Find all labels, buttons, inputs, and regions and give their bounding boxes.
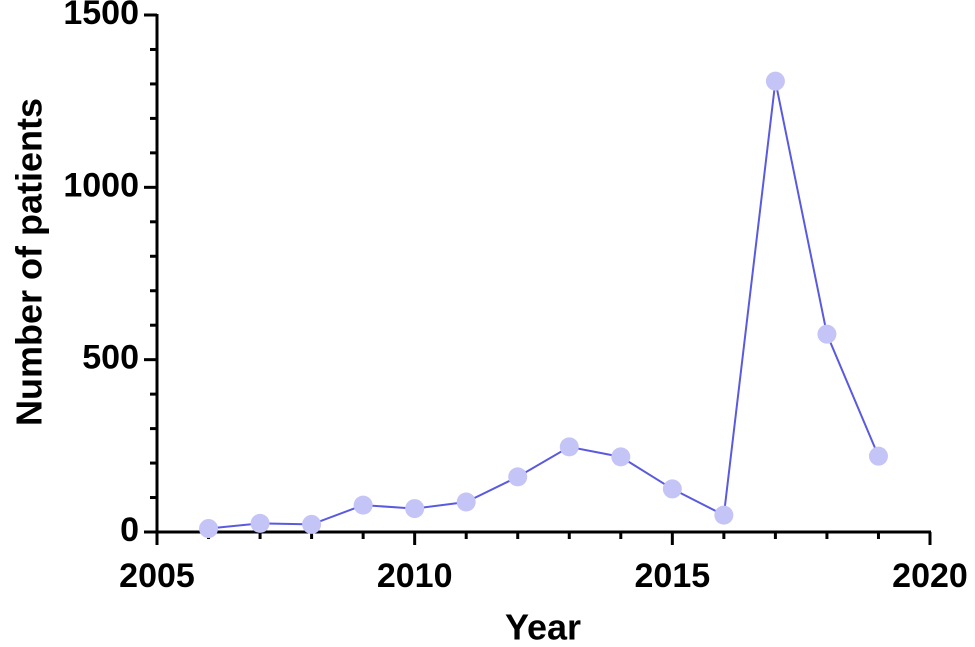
marker [611,447,631,467]
y-tick-label: 500 [82,339,139,377]
marker [405,499,425,519]
marker [250,513,270,533]
y-tick-label: 1500 [63,0,139,32]
marker [662,479,682,499]
line [208,80,880,530]
marker [817,324,837,344]
x-axis-title: Year [505,607,581,647]
marker [199,519,219,539]
marker [353,495,373,515]
x-tick-label: 2020 [892,557,968,595]
x-tick-label: 2015 [635,557,711,595]
marker [508,467,528,487]
x-tick-label: 2010 [377,557,453,595]
marker [765,71,785,91]
y-tick-label: 1000 [63,166,139,204]
marker [456,492,476,512]
marker [868,446,888,466]
marker [302,514,322,534]
y-tick-label: 0 [120,511,139,549]
marker [559,437,579,457]
x-tick-label: 2005 [119,557,195,595]
marker [714,505,734,525]
y-axis-title: Number of patients [9,98,50,426]
